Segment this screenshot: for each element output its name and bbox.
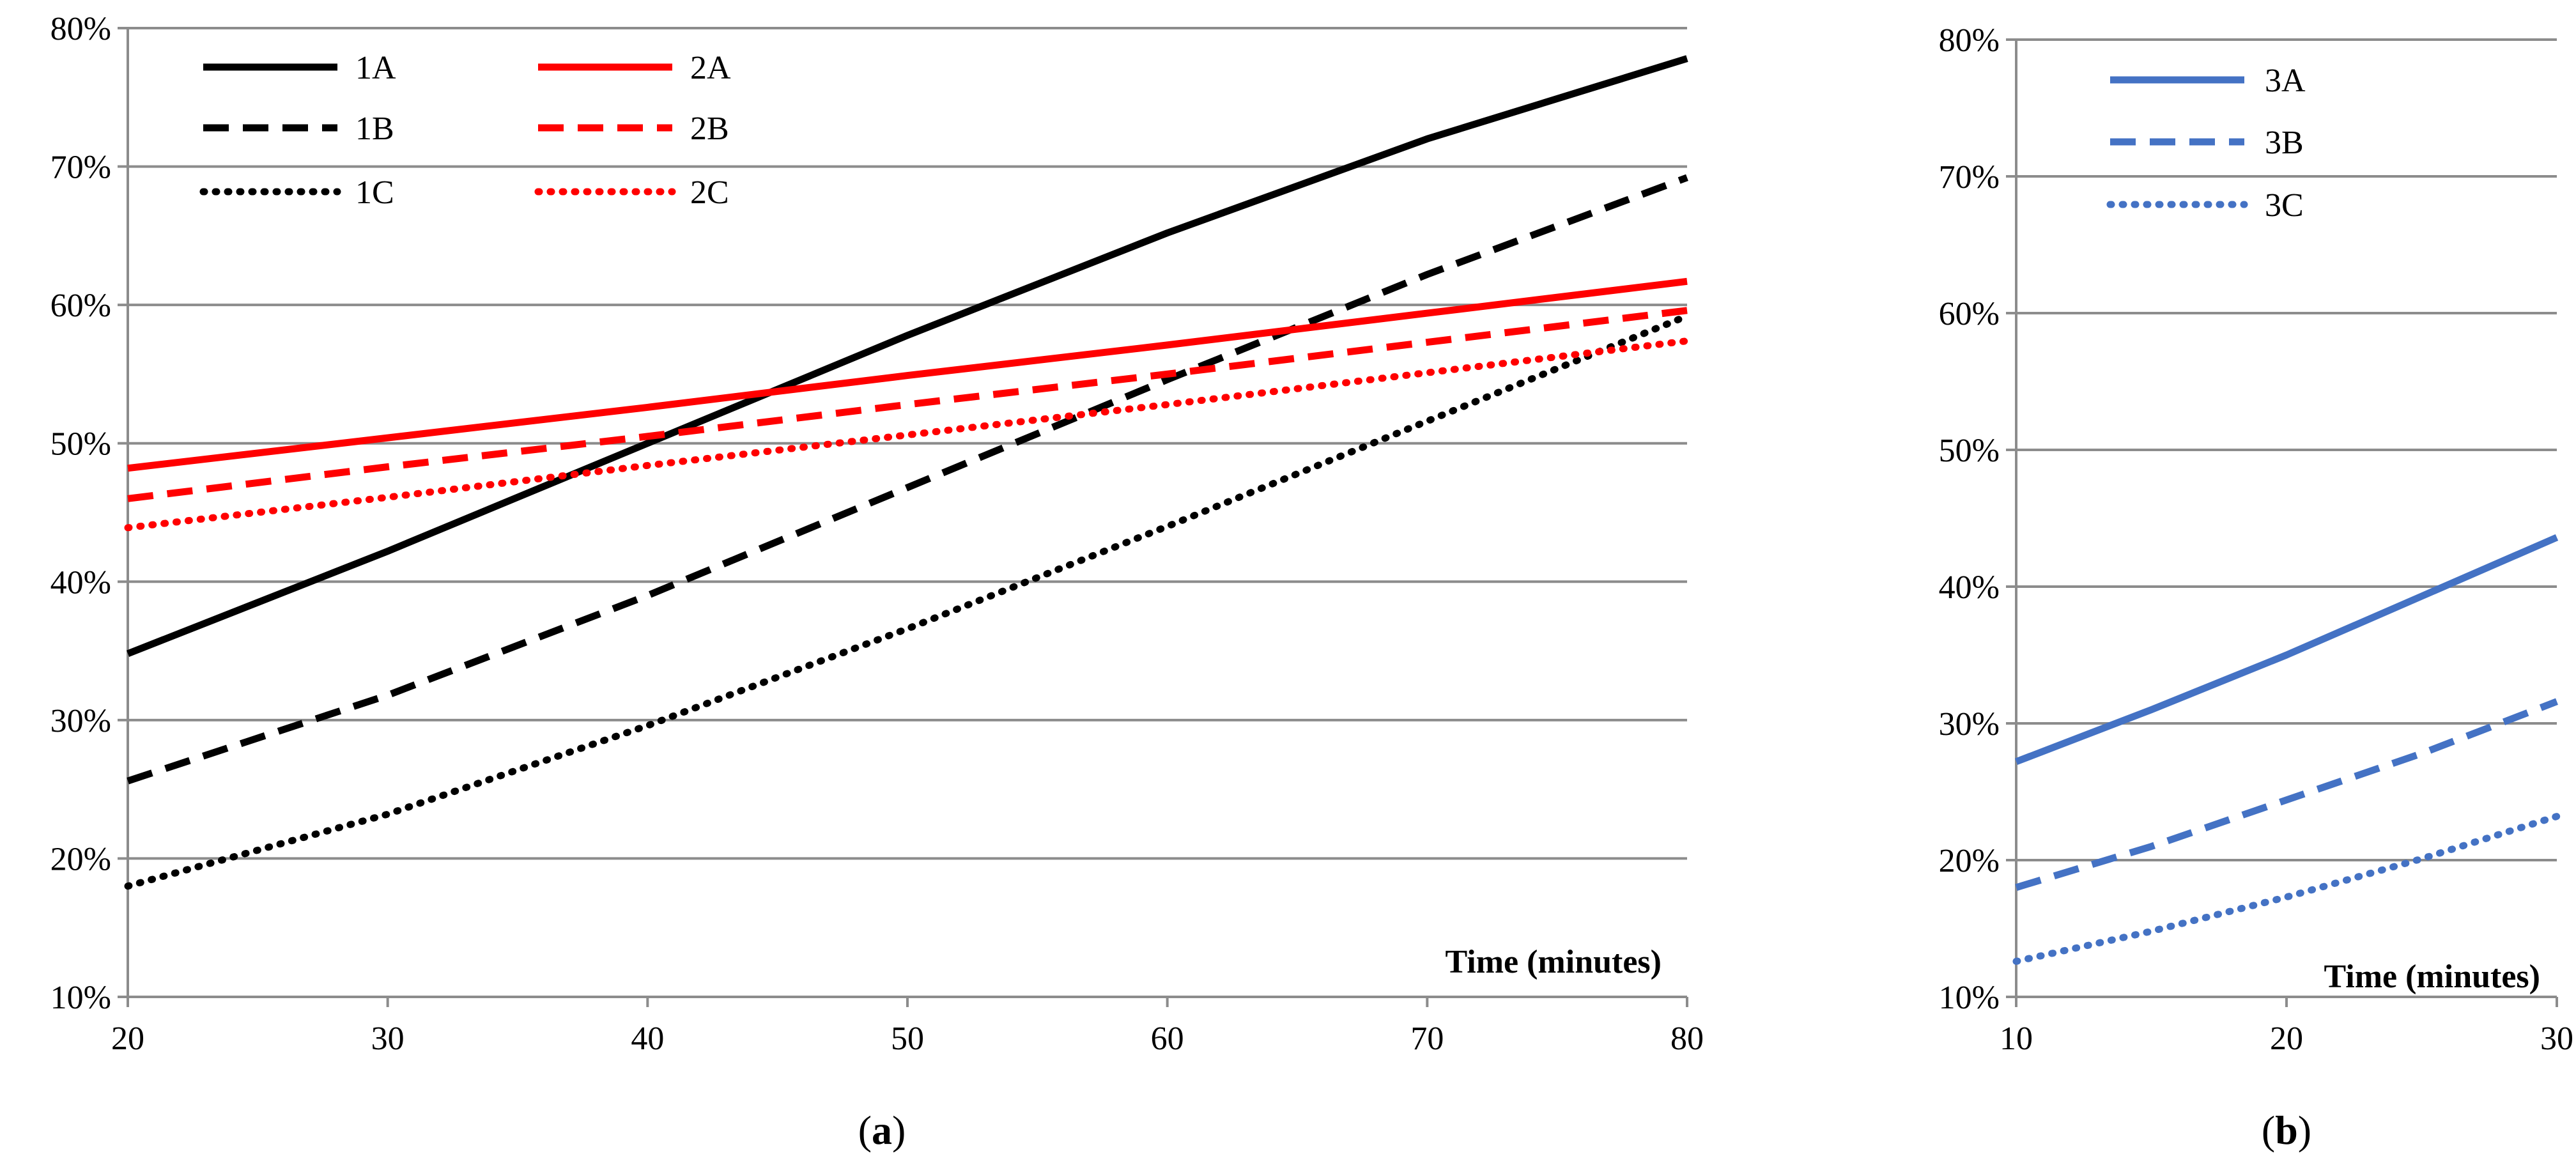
legend-label-1A: 1A [355,50,396,86]
y-tick-label: 80% [1939,22,2000,59]
panel-label-letter: b [2275,1107,2298,1153]
y-tick-label: 30% [50,703,111,739]
series-line-1C [124,312,1691,890]
panel-label-b: (b) [2262,1107,2311,1153]
y-tick-label: 60% [1939,296,2000,332]
panel-label-paren: ( [2262,1107,2275,1153]
x-tick-label: 20 [111,1021,144,1057]
y-tick-label: 40% [1939,569,2000,606]
y-tick-label: 20% [1939,843,2000,879]
panel-label-letter: a [872,1107,892,1153]
y-tick-label: 10% [50,980,111,1016]
series-line-2B [127,307,1688,502]
y-tick-label: 50% [1939,433,2000,469]
legend-label-2C: 2C [690,174,729,211]
legend-label-3A: 3A [2265,63,2306,99]
legend-label-3C: 3C [2265,187,2304,224]
chart-root: 10% 20% 30% 40% 50% 60% 70% 80% 20 30 40 50 60 70 80 Ti… [50,11,2573,1153]
panel-label-a: (a) [858,1107,906,1153]
y-tick-label: 10% [1939,980,2000,1016]
x-tick-label: 70 [1410,1021,1444,1057]
x-tick-label: 40 [631,1021,664,1057]
series-line-1B [127,174,1688,785]
series-line-2A [127,277,1688,472]
series-line-3B [2015,698,2558,891]
series-line-2C [124,337,1691,532]
x-axis-title: Time (minutes) [1446,944,1662,980]
x-tick-label: 20 [2270,1021,2303,1057]
y-tick-label: 70% [50,150,111,186]
panel-label-paren: ) [2298,1107,2311,1153]
legend-label-2A: 2A [690,50,731,86]
legend-label-3B: 3B [2265,125,2304,161]
y-tick-label: 30% [1939,706,2000,743]
series-line-3A [2015,534,2559,766]
legend-label-1C: 1C [355,174,394,211]
chart-panel-a: 10% 20% 30% 40% 50% 60% 70% 80% 20 30 40 50 60 70 80 Ti… [50,11,1704,1153]
legend-label-1B: 1B [355,111,394,147]
y-tick-label: 70% [1939,159,2000,196]
legend-label-2B: 2B [690,111,729,147]
series-line-3C [2012,813,2561,965]
x-tick-label: 30 [2540,1021,2573,1057]
x-tick-label: 30 [371,1021,405,1057]
x-tick-label: 50 [891,1021,924,1057]
series-line-1A [126,55,1688,658]
y-tick-label: 50% [50,426,111,463]
panel-label-paren: ( [858,1107,872,1153]
y-tick-label: 60% [50,288,111,324]
x-axis-title: Time (minutes) [2324,959,2540,995]
y-tick-label: 40% [50,564,111,601]
y-tick-label: 80% [50,11,111,47]
x-tick-label: 80 [1670,1021,1704,1057]
x-tick-label: 10 [2000,1021,2033,1057]
x-tick-label: 60 [1151,1021,1184,1057]
panel-label-paren: ) [892,1107,906,1153]
y-tick-label: 20% [50,841,111,877]
